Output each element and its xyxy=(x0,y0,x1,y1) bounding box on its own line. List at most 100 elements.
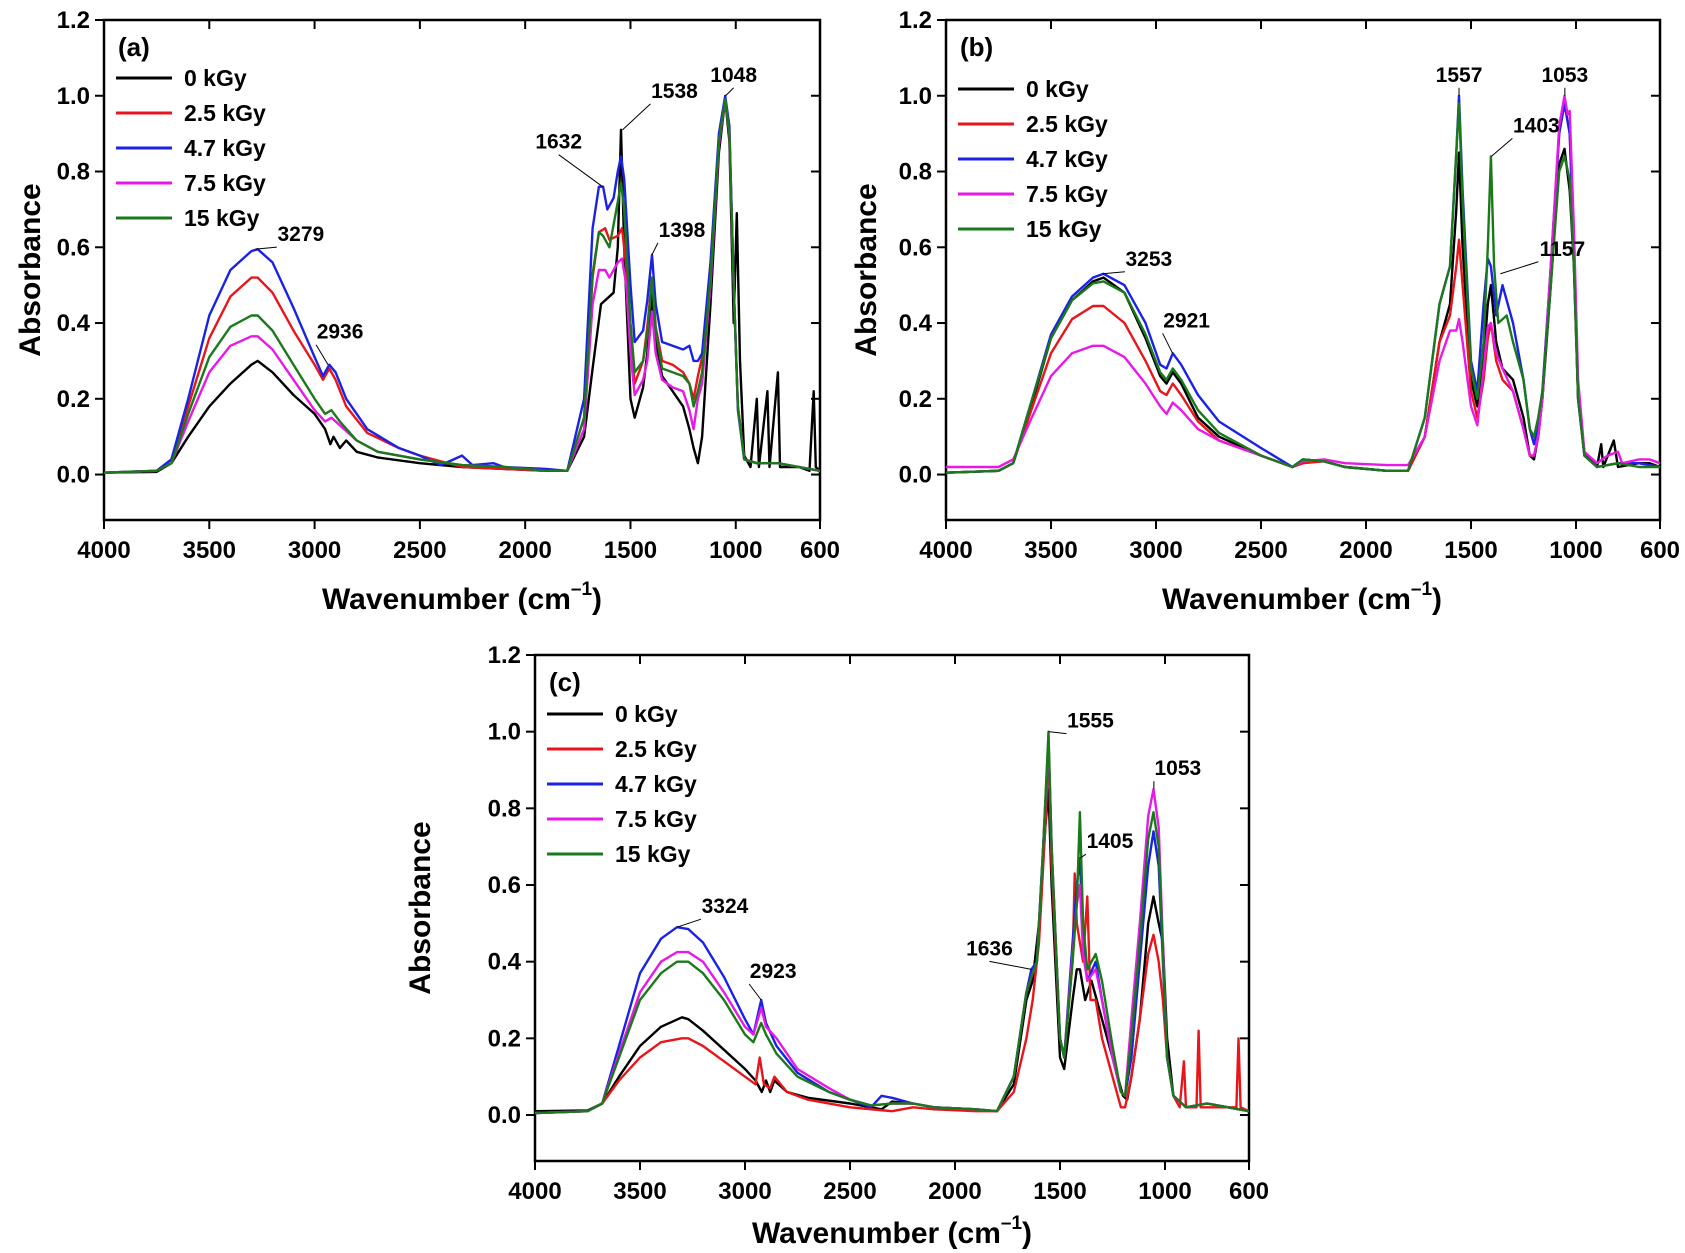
y-tick-label: 1.0 xyxy=(899,83,932,110)
panel-label: (b) xyxy=(960,32,993,62)
series-line-4-7-kgy xyxy=(535,742,1249,1115)
series-line-7-5-kgy xyxy=(946,94,1660,469)
annotation-leader xyxy=(1079,853,1087,859)
annotation-leader xyxy=(1491,137,1513,157)
peak-label: 1053 xyxy=(1155,757,1202,780)
x-tick-label: 3000 xyxy=(718,1178,771,1205)
peak-label: 1048 xyxy=(710,64,757,87)
annotation-leader xyxy=(651,242,659,256)
y-tick-label: 0.6 xyxy=(488,872,521,899)
legend-label: 0 kGy xyxy=(184,65,247,91)
annotation-leader xyxy=(558,154,603,188)
y-tick-label: 0.0 xyxy=(899,462,932,489)
x-tick-label: 2500 xyxy=(823,1178,876,1205)
x-tick-label: 1500 xyxy=(1444,537,1497,564)
annotation-leader xyxy=(1048,731,1067,735)
peak-label: 1632 xyxy=(535,131,582,154)
annotation-leader xyxy=(725,87,735,97)
legend-label: 15 kGy xyxy=(1026,216,1102,242)
annotation-leader xyxy=(676,918,702,928)
x-tick-label: 2500 xyxy=(1234,537,1287,564)
peak-label: 1398 xyxy=(659,219,706,242)
y-tick-label: 0.8 xyxy=(57,159,90,186)
y-tick-label: 0.4 xyxy=(488,949,522,976)
x-tick-label: 2000 xyxy=(928,1178,981,1205)
annotation-leader xyxy=(315,344,329,365)
peak-label: 1053 xyxy=(1542,64,1589,87)
y-tick-label: 1.2 xyxy=(899,7,932,34)
legend-label: 2.5 kGy xyxy=(615,736,697,762)
peak-label: 3279 xyxy=(277,223,324,246)
legend-label: 4.7 kGy xyxy=(615,771,697,797)
x-tick-label: 3500 xyxy=(613,1178,666,1205)
peak-label: 3253 xyxy=(1126,248,1173,271)
y-tick-label: 0.2 xyxy=(57,386,90,413)
x-tick-label: 3500 xyxy=(183,537,236,564)
peak-label: 1157 xyxy=(1540,238,1586,261)
annotation-leader xyxy=(255,246,277,250)
annotation-leader xyxy=(622,103,651,131)
y-tick-label: 0.6 xyxy=(57,234,90,261)
annotation-leader xyxy=(989,960,1032,970)
plot-frame xyxy=(944,18,1662,522)
legend-label: 7.5 kGy xyxy=(184,170,266,196)
legend-label: 0 kGy xyxy=(615,701,678,727)
annotation-leader xyxy=(748,983,762,1001)
x-tick-label: 2500 xyxy=(393,537,446,564)
x-axis-title: Wavenumber (cm–1) xyxy=(752,1213,1032,1250)
y-tick-label: 0.0 xyxy=(57,462,90,489)
x-tick-label: 2000 xyxy=(498,537,551,564)
peak-label: 2936 xyxy=(317,321,364,344)
series-line-0-kgy xyxy=(104,98,820,474)
peak-label: 1555 xyxy=(1067,710,1114,733)
x-axis-title: Wavenumber (cm–1) xyxy=(322,579,602,616)
peak-label: 1557 xyxy=(1436,64,1483,87)
annotation-leader xyxy=(1102,271,1125,275)
y-axis-title: Absorbance xyxy=(404,821,437,994)
x-tick-label: 1000 xyxy=(1549,537,1602,564)
series-group xyxy=(946,94,1660,474)
y-tick-label: 0.4 xyxy=(899,310,933,337)
x-tick-label: 3500 xyxy=(1024,537,1077,564)
legend-label: 4.7 kGy xyxy=(184,135,266,161)
x-tick-label: 600 xyxy=(1640,537,1680,564)
legend-label: 7.5 kGy xyxy=(1026,181,1108,207)
peak-label: 2921 xyxy=(1163,309,1210,332)
x-tick-label: 1500 xyxy=(1033,1178,1086,1205)
peak-label: 3324 xyxy=(702,895,749,918)
series-line-15-kgy xyxy=(535,730,1249,1115)
y-axis-title: Absorbance xyxy=(850,183,883,356)
plot-frame xyxy=(533,653,1251,1163)
x-tick-label: 3000 xyxy=(1129,537,1182,564)
y-tick-label: 0.8 xyxy=(899,159,932,186)
y-tick-label: 1.2 xyxy=(57,7,90,34)
legend-label: 0 kGy xyxy=(1026,76,1089,102)
legend-label: 2.5 kGy xyxy=(1026,111,1108,137)
x-axis-title: Wavenumber (cm–1) xyxy=(1162,579,1442,616)
panel-label: (c) xyxy=(549,667,581,697)
series-line-0-kgy xyxy=(535,788,1249,1113)
chart-panel-b: 4000 3500 3000 2500 2000 1500 1000 600 0.0 0.2 0.4… xyxy=(850,7,1680,616)
y-tick-label: 0.8 xyxy=(488,795,521,822)
y-tick-label: 0.0 xyxy=(488,1102,521,1129)
x-tick-label: 4000 xyxy=(919,537,972,564)
x-tick-label: 600 xyxy=(1229,1178,1269,1205)
x-tick-label: 2000 xyxy=(1339,537,1392,564)
series-group xyxy=(535,730,1249,1115)
x-tick-label: 4000 xyxy=(77,537,130,564)
y-tick-label: 1.2 xyxy=(488,642,521,669)
y-tick-label: 0.4 xyxy=(57,310,91,337)
x-tick-label: 1000 xyxy=(1138,1178,1191,1205)
x-tick-label: 600 xyxy=(800,537,840,564)
series-line-15-kgy xyxy=(946,102,1660,474)
legend-label: 2.5 kGy xyxy=(184,100,266,126)
series-line-15-kgy xyxy=(104,98,820,474)
peak-label: 1538 xyxy=(651,80,698,103)
peak-label: 1403 xyxy=(1513,114,1560,137)
series-group xyxy=(104,94,820,474)
legend-label: 15 kGy xyxy=(615,841,691,867)
chart-panel-a: 4000 3500 3000 2500 2000 1500 1000 600 0.0 0.2 0.4… xyxy=(14,7,840,616)
x-tick-label: 3000 xyxy=(288,537,341,564)
panel-label: (a) xyxy=(118,32,150,62)
